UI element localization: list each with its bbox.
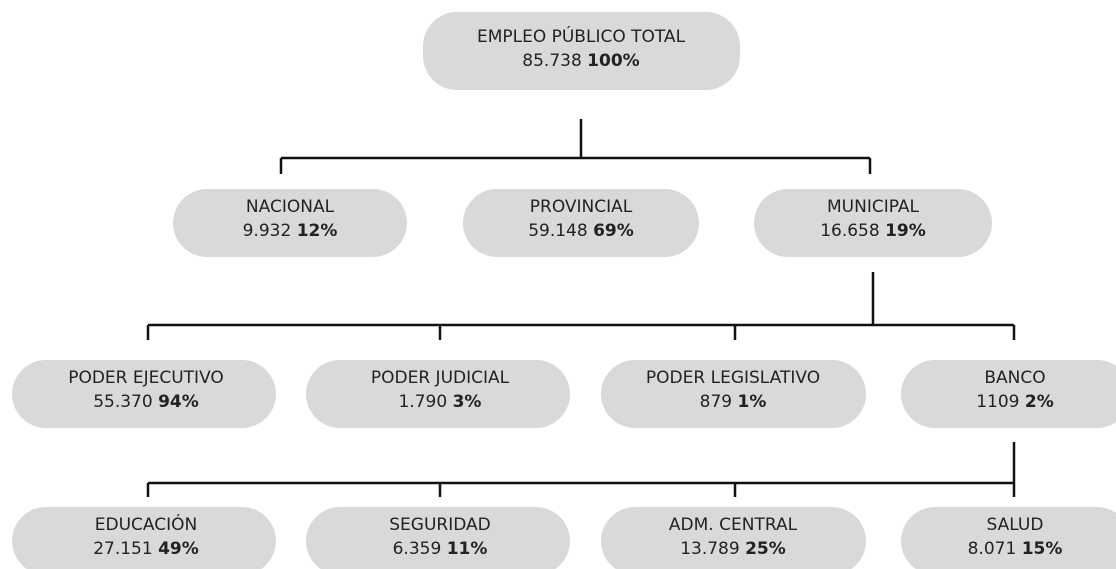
node-box [12,360,276,428]
connector [146,442,1016,497]
node-percent: 49% [158,539,199,559]
node-value: 59.148 [528,221,587,241]
node-box [423,12,740,90]
node-figures: 1.790 3% [399,392,482,412]
node-percent: 3% [453,392,482,412]
node-value: 879 [700,392,732,412]
node-box [601,360,866,428]
node-value: 9.932 [243,221,292,241]
node-box [463,189,699,257]
node-box [901,360,1116,428]
node: MUNICIPAL 16.658 19% [754,189,992,257]
node-value: 13.789 [680,539,739,559]
node-value: 16.658 [820,221,879,241]
node: BANCO 1109 2% [901,360,1116,428]
node: NACIONAL 9.932 12% [173,189,407,257]
node-box [306,360,570,428]
node-box [173,189,407,257]
node-figures: 59.148 69% [528,221,634,241]
node-figures: 27.151 49% [93,539,199,559]
node-figures: 9.932 12% [243,221,338,241]
node: PODER LEGISLATIVO 879 1% [601,360,866,428]
node-value: 6.359 [393,539,442,559]
node-label: MUNICIPAL [827,197,920,217]
node: PROVINCIAL 59.148 69% [463,189,699,257]
node-label: EDUCACIÓN [95,513,197,535]
node-label: SALUD [987,515,1044,535]
node-label: PODER EJECUTIVO [68,368,224,388]
node: EMPLEO PÚBLICO TOTAL 85.738 100% [423,12,740,90]
node-label: BANCO [984,368,1045,388]
node-figures: 13.789 25% [680,539,786,559]
node-percent: 11% [447,539,488,559]
node-value: 85.738 [522,51,581,71]
node-label: NACIONAL [246,197,335,217]
node-figures: 55.370 94% [93,392,199,412]
node-figures: 6.359 11% [393,539,488,559]
node-figures: 16.658 19% [820,221,926,241]
node: PODER EJECUTIVO 55.370 94% [12,360,276,428]
node-percent: 15% [1022,539,1063,559]
node-box [601,507,866,569]
node-label: PROVINCIAL [530,197,633,217]
node-percent: 69% [593,221,634,241]
node-label: PODER LEGISLATIVO [646,368,820,388]
connectors [146,119,1016,497]
node: PODER JUDICIAL 1.790 3% [306,360,570,428]
node-value: 8.071 [968,539,1017,559]
node: EDUCACIÓN 27.151 49% [12,507,276,569]
node-figures: 85.738 100% [522,51,639,71]
connector [279,119,872,174]
node-value: 27.151 [93,539,152,559]
node-box [901,507,1116,569]
node-figures: 8.071 15% [968,539,1063,559]
node-percent: 94% [158,392,199,412]
node-label: ADM. CENTRAL [669,515,798,535]
node-percent: 19% [885,221,926,241]
node-label: EMPLEO PÚBLICO TOTAL [477,25,686,47]
node-percent: 2% [1025,392,1054,412]
node-box [754,189,992,257]
node: ADM. CENTRAL 13.789 25% [601,507,866,569]
node-value: 1109 [976,392,1019,412]
node-value: 55.370 [93,392,152,412]
node-figures: 879 1% [700,392,767,412]
node-box [306,507,570,569]
node-figures: 1109 2% [976,392,1054,412]
node-percent: 100% [587,51,640,71]
node-box [12,507,276,569]
node-label: SEGURIDAD [389,515,491,535]
node-percent: 12% [297,221,338,241]
node-value: 1.790 [399,392,448,412]
node-label: PODER JUDICIAL [371,368,510,388]
node: SEGURIDAD 6.359 11% [306,507,570,569]
node: SALUD 8.071 15% [901,507,1116,569]
node-percent: 1% [737,392,766,412]
node-percent: 25% [745,539,786,559]
connector [146,272,1016,340]
